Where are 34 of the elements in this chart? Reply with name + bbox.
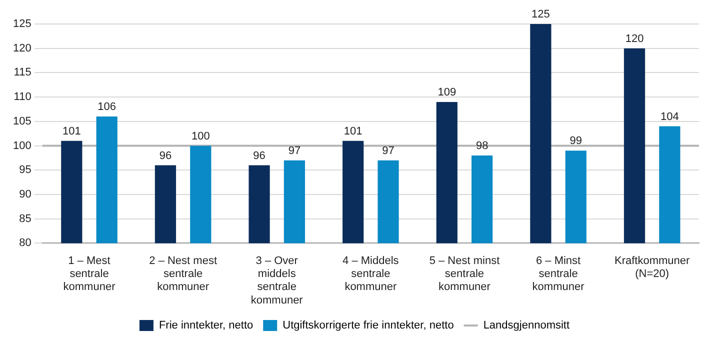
x-tick-label: 2 – Nest mest sentrale kommuner xyxy=(149,254,217,294)
data-label: 104 xyxy=(660,110,679,123)
x-tick-label: 3 – Over middels sentrale kommuner xyxy=(250,254,304,306)
data-label: 98 xyxy=(476,140,488,152)
y-tick-label: 105 xyxy=(12,115,32,128)
data-label: 109 xyxy=(438,86,456,98)
data-label: 97 xyxy=(382,144,394,157)
data-label: 101 xyxy=(62,125,81,138)
data-label: 106 xyxy=(98,101,116,114)
data-label: 99 xyxy=(570,135,582,148)
x-tick-label: 5 – Nest minst sentrale kommuner xyxy=(429,254,500,294)
y-tick-label: 110 xyxy=(14,91,32,104)
legend-label: Landsgjennomsitt xyxy=(483,320,570,332)
y-tick-label: 100 xyxy=(12,140,32,152)
legend-label: Frie inntekter, netto xyxy=(158,320,254,332)
y-tick-label: 120 xyxy=(12,42,32,54)
x-tick-label: 1 – Mest sentrale kommuner xyxy=(63,254,116,294)
x-tick-label: Kraftkommuner (N=20) xyxy=(614,254,690,280)
y-tick-label: 115 xyxy=(14,66,32,79)
y-tick-label: 125 xyxy=(12,18,32,30)
y-tick-label: 90 xyxy=(19,188,32,201)
data-label: 96 xyxy=(253,150,266,162)
data-label: 97 xyxy=(288,144,301,157)
y-tick-label: 95 xyxy=(19,164,32,176)
y-tick-label: 80 xyxy=(19,237,32,250)
data-label: 120 xyxy=(625,32,644,45)
x-tick-label: 4 – Middels sentrale kommuner xyxy=(342,254,400,294)
data-label: 101 xyxy=(344,125,362,138)
data-label: 96 xyxy=(159,150,172,162)
y-tick-label: 85 xyxy=(19,212,32,225)
data-label: 125 xyxy=(532,8,550,21)
x-tick-label: 6 – Minst sentrale kommuner xyxy=(532,254,585,294)
data-label: 100 xyxy=(191,130,210,142)
legend-label: Utgiftskorrigerte frie inntekter, netto xyxy=(282,320,454,332)
